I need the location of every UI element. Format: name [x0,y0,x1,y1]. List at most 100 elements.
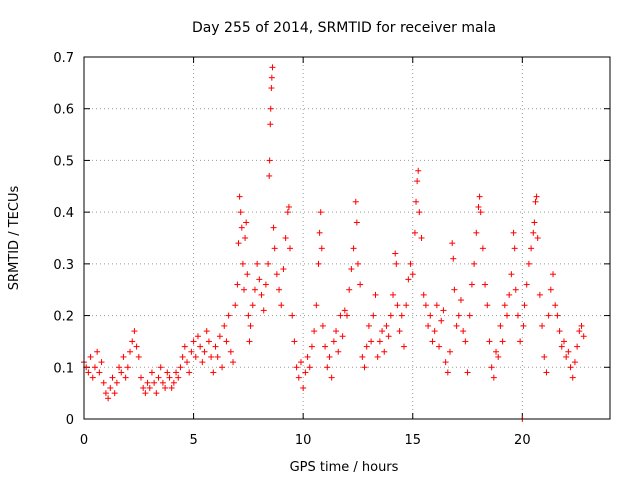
data-point [289,312,296,319]
data-point [350,245,357,252]
data-point [85,369,92,376]
data-point [265,260,272,267]
data-point [111,390,118,397]
data-point [260,307,267,314]
data-point [528,245,535,252]
data-point [567,364,574,371]
data-point [216,333,223,340]
data-point [326,353,333,360]
y-tick-label: 0.6 [53,103,74,118]
data-point [109,374,116,381]
data-point [159,379,166,386]
data-point [455,312,462,319]
data-point [212,343,219,350]
data-point [341,307,348,314]
data-point [322,343,329,350]
data-point [239,260,246,267]
data-point [438,317,445,324]
data-point [142,390,149,397]
data-point [531,219,538,226]
x-tick-label: 5 [189,433,197,448]
data-point [398,312,405,319]
data-point [194,333,201,340]
data-point [381,348,388,355]
data-point [534,235,541,241]
data-point [574,343,581,350]
data-point [571,359,578,366]
data-point [234,281,241,288]
data-point [405,276,412,283]
data-point [230,359,237,366]
y-tick-label: 0.3 [53,258,74,273]
data-point [137,374,144,381]
data-point [457,297,464,304]
data-point [285,203,292,210]
data-point [324,364,331,371]
data-point [390,291,397,298]
data-point [124,364,131,371]
data-point [291,338,298,345]
y-tick-label: 0.1 [53,361,74,376]
data-point [420,291,427,298]
data-point [268,85,275,92]
data-point [344,312,350,319]
y-tick-label: 0.5 [53,154,74,169]
data-point [304,353,311,360]
data-point [422,302,429,309]
data-point [392,250,399,257]
data-point [203,328,210,335]
data-point [353,219,360,226]
data-point [409,271,416,278]
data-point [284,209,291,216]
data-point [267,105,274,112]
data-point [414,178,421,185]
data-point [105,395,112,402]
data-point [352,198,359,205]
data-point [425,322,432,329]
data-point [319,322,326,329]
data-point [316,229,323,236]
data-point [547,286,554,293]
data-point [168,384,175,391]
data-point [199,359,206,366]
data-point [254,260,261,267]
data-point [131,328,138,335]
data-point [442,359,449,366]
data-point [337,312,344,319]
data-point [181,343,188,350]
data-point [493,348,500,355]
data-point [245,312,252,319]
data-point [162,384,169,391]
data-point [563,353,570,360]
data-point [543,369,550,376]
data-point [173,369,180,376]
data-point [188,348,195,355]
data-point [517,338,524,345]
data-point [556,328,563,335]
data-point [302,369,309,376]
data-point [486,338,493,345]
data-point [96,369,103,376]
data-point [133,343,140,350]
data-point [269,64,276,71]
data-point [170,379,177,386]
data-point [550,271,557,278]
chart-title: Day 255 of 2014, SRMTID for receiver mal… [192,20,496,36]
data-point [232,302,239,309]
data-point [536,291,543,298]
data-point [293,364,300,371]
y-axis-label: SRMTID / TECUs [7,186,22,291]
data-point [317,209,324,216]
data-point [192,353,199,360]
data-point [120,353,127,360]
data-point [225,312,232,319]
data-point [144,379,151,386]
data-point [157,364,164,371]
data-point [514,312,521,319]
data-point [122,374,129,381]
data-point [249,302,256,309]
data-point [558,343,565,350]
data-point [530,229,537,236]
data-point [368,338,375,345]
data-point [523,281,530,288]
